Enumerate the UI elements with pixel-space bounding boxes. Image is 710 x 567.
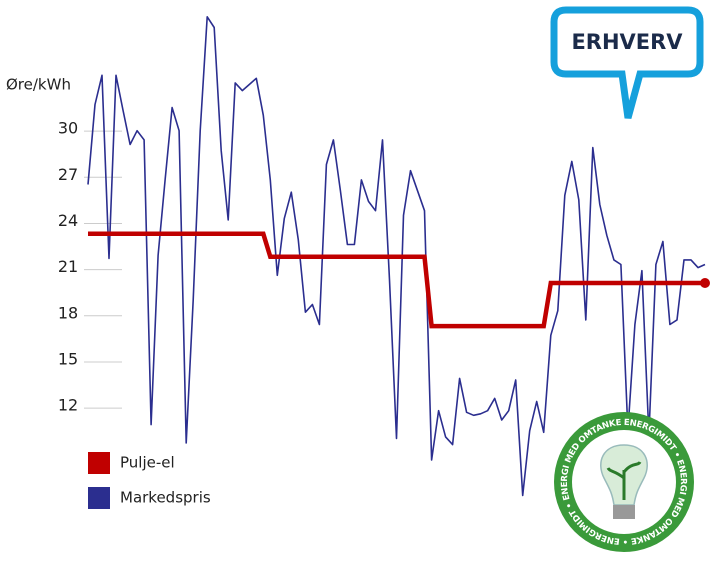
y-tick-label: 15 bbox=[58, 349, 78, 368]
y-tick-label: 12 bbox=[58, 396, 78, 415]
legend-label: Pulje-el bbox=[120, 454, 175, 472]
y-tick-label: 21 bbox=[58, 257, 78, 276]
chart: Øre/kWh ERHVERV 12 15 18 21 24 27 30 Pulje-el Ma… bbox=[0, 0, 710, 567]
y-tick-label: 18 bbox=[58, 303, 78, 322]
badge: ERHVERV bbox=[554, 10, 700, 118]
legend-label: Markedspris bbox=[120, 489, 211, 507]
y-tick-label: 30 bbox=[58, 119, 78, 138]
y-tick-label: 27 bbox=[58, 165, 78, 184]
bulb-base bbox=[613, 505, 635, 519]
series-line bbox=[88, 234, 705, 326]
badge-bubble bbox=[554, 10, 700, 118]
legend-swatch bbox=[88, 487, 110, 509]
badge-text: ERHVERV bbox=[571, 30, 683, 54]
end-dot bbox=[700, 278, 710, 288]
y-tick-label: 24 bbox=[58, 211, 78, 230]
legend-swatch bbox=[88, 452, 110, 474]
y-axis-label: Øre/kWh bbox=[6, 76, 71, 94]
